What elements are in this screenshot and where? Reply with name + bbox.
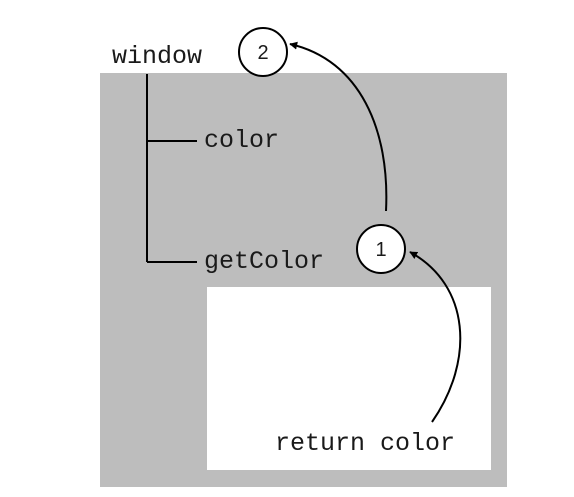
lookup-arrow-to-step-2	[289, 41, 388, 212]
step-badge-1-number: 1	[375, 239, 386, 261]
tree-connectors	[146, 74, 197, 263]
step-badge-1: 1	[356, 224, 406, 274]
lookup-arrow-to-step-1	[409, 251, 462, 423]
window-label: window	[112, 42, 202, 71]
step-badge-1-circle	[356, 224, 406, 274]
local-scope-region	[207, 287, 491, 470]
return-color-code: return color	[275, 429, 455, 458]
step-badge-2: 2	[238, 27, 288, 77]
color-variable-label: color	[204, 126, 279, 155]
step-badge-2-circle	[238, 27, 288, 77]
step-badge-2-number: 2	[257, 42, 268, 64]
getcolor-function-label: getColor	[204, 247, 324, 276]
